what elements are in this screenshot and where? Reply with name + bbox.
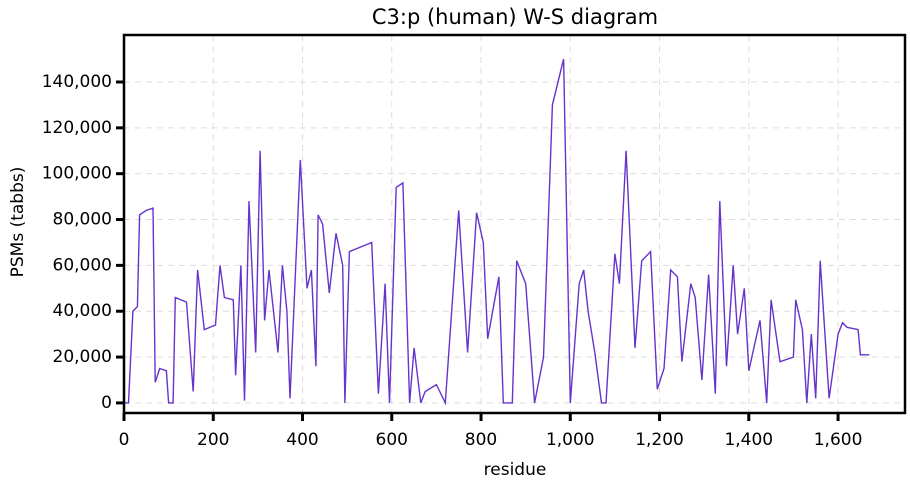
x-tick-label: 1,400 (724, 430, 773, 450)
y-tick-label: 100,000 (42, 164, 112, 184)
x-tick-label: 1,200 (635, 430, 684, 450)
y-tick-label: 80,000 (53, 210, 112, 230)
y-tick-label: 20,000 (53, 347, 112, 367)
data-line (124, 58, 870, 406)
chart-title: C3:p (human) W-S diagram (372, 5, 658, 29)
y-tick-label: 0 (101, 393, 112, 413)
y-tick-label: 60,000 (53, 255, 112, 275)
y-tick-label: 40,000 (53, 301, 112, 321)
y-axis-label: PSMs (tabbs) (8, 167, 28, 278)
y-tick-label: 140,000 (42, 72, 112, 92)
x-axis-label: residue (484, 460, 547, 480)
x-tick-label: 600 (376, 430, 408, 450)
x-tick-label: 0 (119, 430, 130, 450)
x-tick-label: 200 (197, 430, 229, 450)
x-tick-label: 400 (286, 430, 318, 450)
x-tick-label: 1,000 (546, 430, 595, 450)
x-tick-label: 800 (465, 430, 497, 450)
plot-frame (122, 33, 907, 415)
x-tick-label: 1,600 (814, 430, 863, 450)
y-tick-label: 120,000 (42, 118, 112, 138)
